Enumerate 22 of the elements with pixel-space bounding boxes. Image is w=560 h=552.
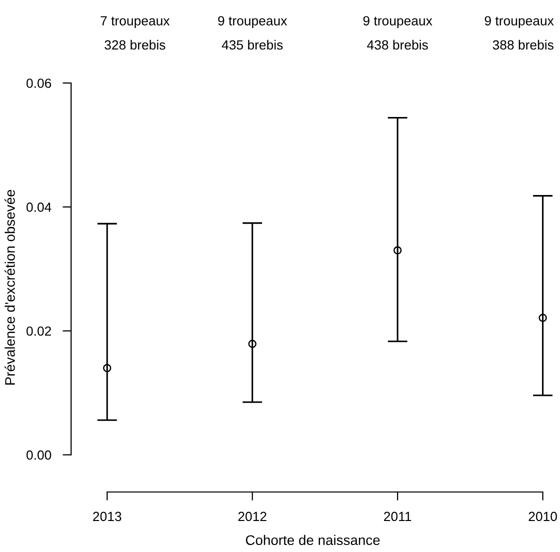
point [538, 314, 547, 322]
y-tick-label: 0.06 [26, 78, 52, 88]
text: 388 brebis [492, 40, 554, 50]
x-tick-label: 2013 [93, 512, 122, 522]
text: 435 brebis [222, 40, 283, 50]
y-tick-label: 0.04 [26, 202, 52, 212]
point [393, 246, 402, 254]
x-tick-label: 2010 [528, 512, 557, 522]
text: 9 troupeaux [218, 16, 288, 28]
text: 7 troupeaux [100, 16, 170, 28]
y-axis-title: Prévalence d'excrétion obsevée [4, 190, 15, 385]
text: 328 brebis [104, 40, 166, 50]
x-tick-label: 2011 [384, 512, 412, 522]
point [248, 340, 256, 348]
y-tick-label: 0.00 [26, 450, 52, 460]
y-tick-label: 0.02 [26, 326, 52, 336]
point [103, 364, 112, 372]
x-tick-label: 2012 [238, 512, 266, 522]
text: 438 brebis [367, 40, 428, 50]
text: 9 troupeaux [363, 16, 432, 28]
text: 9 troupeaux [484, 16, 554, 28]
x-axis-title: Cohorte de naissance [246, 534, 380, 546]
